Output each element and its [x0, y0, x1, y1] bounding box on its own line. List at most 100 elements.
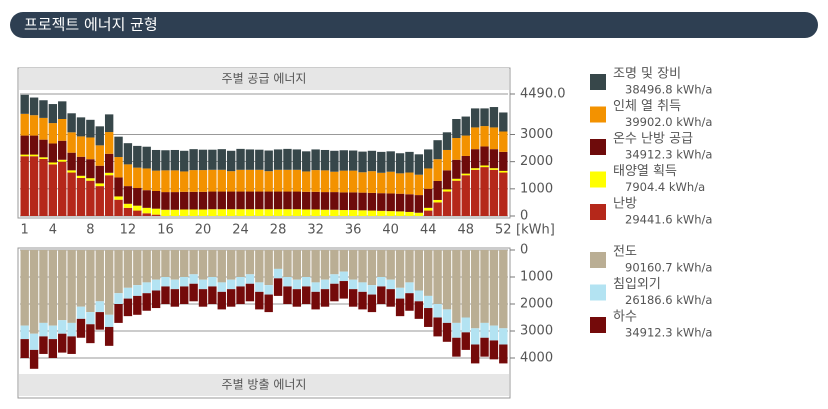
bar-segment [226, 250, 236, 280]
bar-segment [405, 282, 414, 294]
bar-segment [58, 161, 67, 216]
bar-segment [424, 207, 433, 211]
bar-segment [292, 191, 302, 210]
bar-segment [29, 154, 39, 157]
bar-segment [86, 178, 95, 181]
bar-segment [283, 277, 292, 287]
bar-segment [470, 250, 480, 329]
bar-segment [189, 209, 198, 216]
bar-segment [489, 250, 499, 326]
bar-segment [424, 168, 433, 189]
bar-segment [405, 194, 414, 212]
bar-segment [20, 339, 29, 358]
bar-segment [142, 190, 151, 208]
bar-segment [311, 282, 320, 292]
bar-segment [320, 209, 330, 216]
bar-segment [161, 192, 170, 210]
bar-segment [151, 214, 161, 216]
legend-swatch [590, 171, 606, 188]
bar-segment [236, 277, 245, 287]
bar-segment [283, 286, 292, 304]
bar-segment [29, 349, 39, 369]
bar-segment [180, 286, 189, 304]
bar-segment [442, 191, 452, 216]
bar-segment [320, 250, 330, 280]
bar-segment [395, 287, 405, 299]
bar-segment [405, 250, 414, 283]
bar-segment [208, 250, 217, 277]
bar-segment [320, 192, 330, 210]
bar-segment [489, 325, 499, 341]
bar-segment [20, 325, 29, 340]
chart-title: 주별 방출 에너지 [222, 378, 307, 392]
bar-segment [292, 149, 302, 170]
bar-segment [405, 151, 414, 173]
bar-segment [180, 171, 189, 192]
bar-segment [114, 177, 123, 197]
bar-segment [133, 210, 142, 216]
bar-segment [245, 250, 255, 275]
bar-segment [386, 289, 395, 307]
bar-segment [339, 281, 348, 299]
bar-segment [330, 192, 339, 210]
bar-segment [217, 282, 226, 292]
bar-segment [442, 189, 452, 192]
bar-segment [330, 209, 339, 216]
bar-segment [123, 203, 133, 208]
bar-segment [180, 150, 189, 172]
bar-segment [217, 250, 226, 283]
bar-segment [348, 289, 358, 307]
legend-name: 조명 및 장비 [613, 67, 681, 82]
bar-segment [358, 210, 367, 216]
bar-segment [414, 250, 424, 291]
bar-segment [20, 250, 29, 326]
legend-name: 인체 열 취득 [613, 99, 681, 114]
legend-total: 29441.6 kWh/a [625, 213, 712, 227]
bar-segment [133, 167, 142, 189]
bar-segment [180, 250, 189, 277]
bar-segment [104, 326, 114, 346]
bar-segment [414, 154, 424, 175]
bar-segment [29, 333, 39, 350]
bar-segment [489, 169, 499, 216]
bar-segment [358, 151, 367, 173]
bar-segment [236, 209, 245, 216]
bar-segment [348, 150, 358, 171]
header-title: 프로젝트 에너지 균형 [24, 16, 158, 34]
bar-segment [208, 286, 217, 304]
bar-segment [292, 209, 302, 216]
bar-segment [95, 301, 104, 313]
bar-segment [264, 209, 273, 216]
legend-name: 온수 난방 공급 [613, 132, 693, 147]
bar-segment [217, 209, 226, 216]
bar-segment [283, 148, 292, 170]
legend-total: 34912.3 kWh/a [625, 148, 712, 162]
bar-segment [367, 150, 377, 172]
bar-segment [226, 150, 236, 172]
bar-segment [170, 289, 180, 307]
y-tick-label: 3000 [520, 324, 553, 339]
bar-segment [114, 304, 123, 323]
bar-segment [20, 113, 29, 136]
bar-segment [198, 250, 208, 280]
bar-segment [433, 159, 442, 181]
bar-segment [264, 294, 273, 313]
bar-segment [67, 336, 76, 354]
bar-segment [123, 164, 133, 187]
bar-segment [29, 135, 39, 155]
bar-segment [480, 250, 489, 323]
bar-segment [170, 279, 180, 290]
bar-segment [151, 191, 161, 209]
bar-segment [170, 170, 180, 193]
legend-total: 26186.6 kWh/a [625, 293, 712, 307]
bar-segment [480, 146, 489, 166]
bar-segment [104, 132, 114, 154]
bar-segment [348, 192, 358, 211]
bar-segment [348, 250, 358, 280]
bar-segment [377, 277, 386, 287]
bar-segment [48, 164, 58, 216]
bar-segment [311, 191, 320, 210]
bar-segment [245, 209, 255, 216]
bar-segment [264, 285, 273, 295]
